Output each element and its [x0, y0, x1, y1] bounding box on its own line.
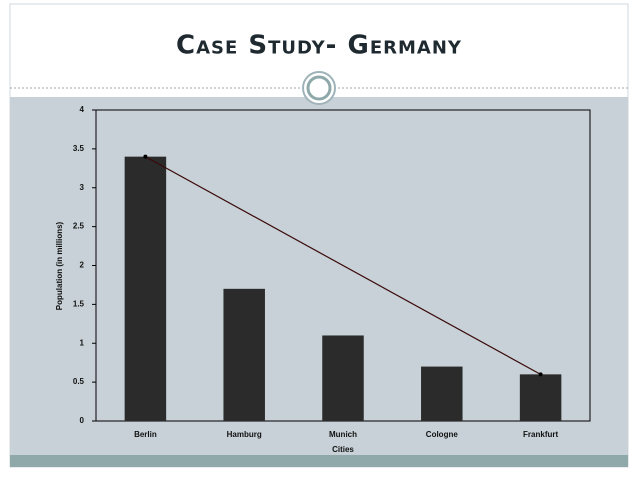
y-tick-label: 1: [80, 338, 85, 347]
y-tick-label: 0: [80, 416, 85, 425]
bar: [421, 366, 463, 421]
arrow-end: [143, 154, 148, 159]
footer-band: [10, 455, 628, 467]
x-tick-label: Berlin: [134, 430, 157, 439]
y-axis-label: Population (in millions): [55, 221, 64, 310]
divider-ornament-inner: [306, 75, 332, 101]
y-tick-label: 2: [80, 261, 85, 270]
x-tick-label: Hamburg: [227, 430, 262, 439]
arrow-end: [538, 372, 543, 377]
y-tick-label: 3: [80, 183, 85, 192]
bar: [322, 335, 364, 421]
y-tick-label: 3.5: [73, 144, 85, 153]
y-tick-label: 0.5: [73, 377, 85, 386]
bar: [519, 374, 562, 421]
x-tick-label: Munich: [329, 430, 357, 439]
x-tick-label: Cologne: [426, 430, 459, 439]
y-tick-label: 2.5: [73, 222, 85, 231]
x-tick-label: Frankfurt: [523, 430, 558, 439]
bar: [223, 288, 265, 421]
slide-title: Case Study- Germany: [176, 31, 462, 61]
bar: [124, 156, 167, 421]
x-axis-label: Cities: [332, 445, 354, 454]
y-tick-label: 4: [80, 105, 85, 114]
trend-arrow: [145, 156, 541, 375]
y-tick-label: 1.5: [73, 299, 85, 308]
